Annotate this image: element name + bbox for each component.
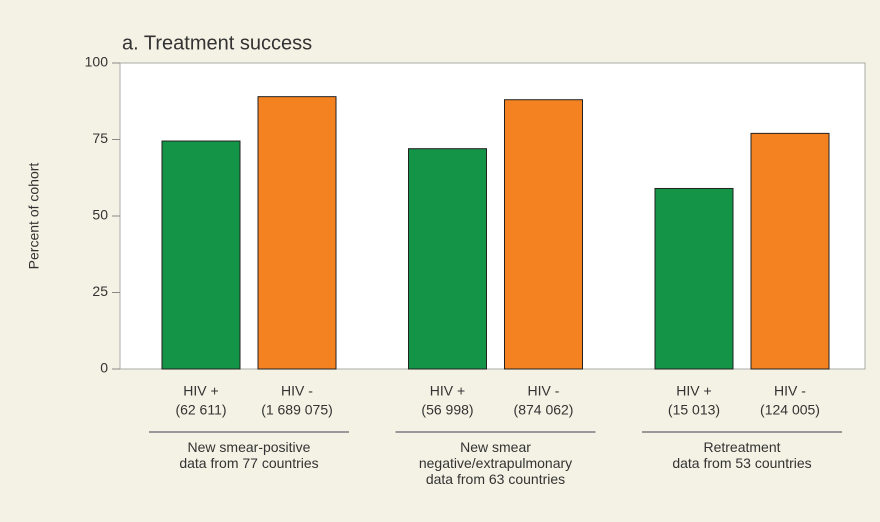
- bar: [257, 96, 337, 370]
- y-tick-label: 50: [92, 207, 108, 223]
- bar: [504, 99, 583, 370]
- bar-series-label: HIV -: [528, 383, 560, 399]
- bar-count-label: (1 689 075): [261, 402, 333, 418]
- bar-series-label: HIV -: [281, 383, 313, 399]
- group-label: New smear-positive data from 77 countrie…: [179, 439, 319, 471]
- bar: [750, 132, 830, 370]
- bar-count-label: (874 062): [514, 402, 574, 418]
- bar-count-label: (62 611): [175, 402, 226, 418]
- y-tick-label: 75: [92, 130, 108, 146]
- group-label: Retreatment data from 53 countries: [672, 439, 812, 471]
- bar-count-label: (56 998): [421, 402, 473, 418]
- bar-series-label: HIV -: [774, 383, 806, 399]
- plot-area: [119, 62, 866, 370]
- y-tick-label: 0: [100, 360, 108, 376]
- bar-series-label: HIV +: [183, 383, 218, 399]
- bar-count-label: (124 005): [760, 402, 820, 418]
- y-tick-label: 25: [92, 283, 108, 299]
- y-axis-label: Percent of cohort: [26, 163, 42, 270]
- bar-count-label: (15 013): [668, 402, 720, 418]
- group-label: New smear negative/extrapulmonary data f…: [418, 439, 573, 487]
- bar-series-label: HIV +: [676, 383, 711, 399]
- bar: [408, 148, 487, 370]
- y-tick-label: 100: [85, 54, 109, 70]
- bar: [161, 140, 241, 370]
- chart-title: a. Treatment success: [122, 32, 312, 54]
- bar-series-label: HIV +: [430, 383, 465, 399]
- bar: [654, 187, 734, 370]
